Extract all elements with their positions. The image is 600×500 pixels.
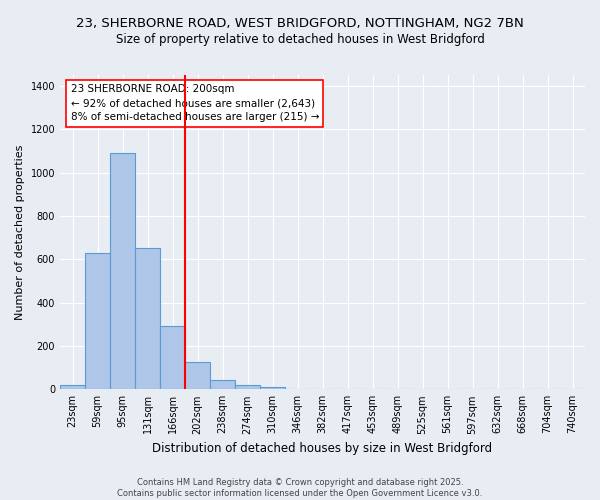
Text: 23, SHERBORNE ROAD, WEST BRIDGFORD, NOTTINGHAM, NG2 7BN: 23, SHERBORNE ROAD, WEST BRIDGFORD, NOTT… [76,18,524,30]
Text: Size of property relative to detached houses in West Bridgford: Size of property relative to detached ho… [116,32,484,46]
X-axis label: Distribution of detached houses by size in West Bridgford: Distribution of detached houses by size … [152,442,493,455]
Bar [60,385,85,390]
Bar [160,326,185,390]
Text: 23 SHERBORNE ROAD: 200sqm
← 92% of detached houses are smaller (2,643)
8% of sem: 23 SHERBORNE ROAD: 200sqm ← 92% of detac… [71,84,319,122]
Text: Contains HM Land Registry data © Crown copyright and database right 2025.
Contai: Contains HM Land Registry data © Crown c… [118,478,482,498]
Bar [135,248,160,390]
Bar [185,362,210,390]
Bar [85,252,110,390]
Bar [235,385,260,390]
Bar [260,387,285,390]
Bar [210,380,235,390]
Y-axis label: Number of detached properties: Number of detached properties [15,144,25,320]
Bar [110,153,135,390]
